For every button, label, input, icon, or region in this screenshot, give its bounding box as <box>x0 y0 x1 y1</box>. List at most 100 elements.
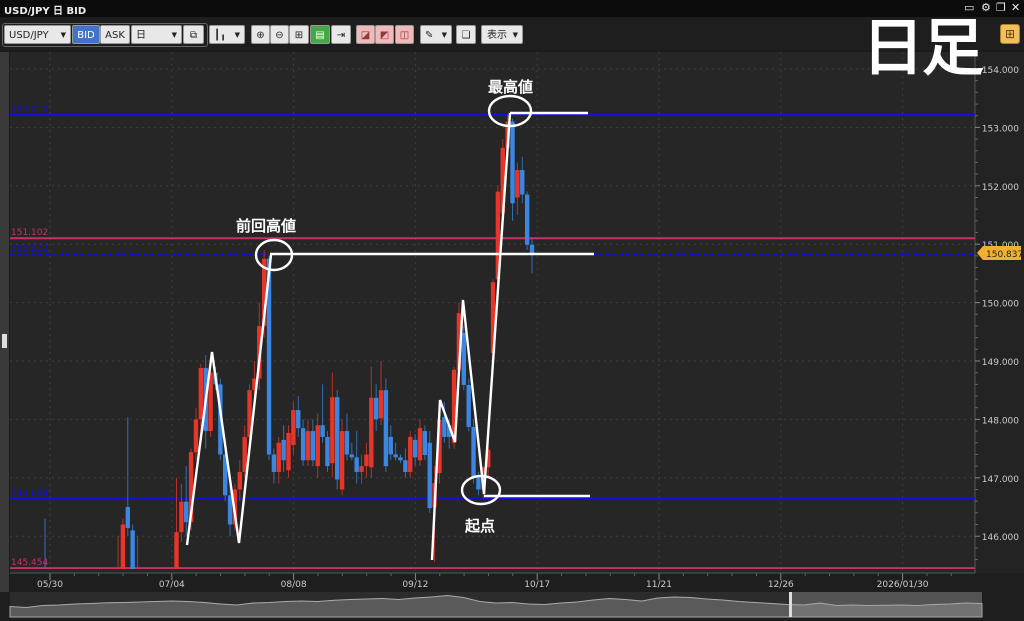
candle-body <box>466 384 471 427</box>
candle <box>359 454 364 484</box>
layers-button[interactable]: ❏ <box>456 25 476 44</box>
add-order-button[interactable]: ◪ <box>356 25 375 44</box>
candle <box>310 419 316 467</box>
candle <box>271 448 277 484</box>
candle-body <box>471 426 476 478</box>
candle-body <box>179 501 184 533</box>
candle-body <box>490 282 496 353</box>
candle-body <box>451 369 457 443</box>
candle-body <box>369 397 374 468</box>
candle-body <box>276 442 281 472</box>
candle-body <box>515 170 520 198</box>
candle-body <box>242 436 247 472</box>
candle <box>184 466 189 537</box>
zigzag-line-2 <box>430 112 512 561</box>
candle-body <box>393 454 398 458</box>
horizontal-lines[interactable] <box>10 114 975 569</box>
candle <box>466 378 471 432</box>
edit-order-button[interactable]: ◩ <box>375 25 394 44</box>
chart-type-button[interactable]: ┃╻ ▼ <box>209 25 245 44</box>
candle <box>276 436 281 484</box>
navigator-handle[interactable] <box>789 592 792 617</box>
candle-body <box>184 501 189 523</box>
candle-body <box>364 454 369 467</box>
candle-body <box>359 466 364 472</box>
title-bar: USD/JPY 日 BID ▭ ⚙ ❐ ✕ <box>0 0 1024 17</box>
jump-latest-button[interactable]: ⇥ <box>331 25 351 44</box>
scroll-icon: ▤ <box>315 30 325 41</box>
left-scrollbar[interactable] <box>0 52 9 592</box>
candle-body <box>437 419 442 474</box>
current-price-tag: 150.837 <box>977 246 1023 260</box>
candle-body <box>339 431 345 490</box>
candle-body <box>130 530 135 569</box>
ask-button[interactable]: ASK <box>100 25 130 44</box>
candle-body <box>320 425 325 437</box>
candle <box>130 524 135 569</box>
symbol-select[interactable]: USD/JPY ▼ <box>4 25 71 44</box>
close-icon[interactable]: ✕ <box>1011 1 1021 14</box>
window-title: USD/JPY 日 BID <box>4 6 87 17</box>
candle-body <box>227 495 233 525</box>
gear-icon[interactable]: ⚙ <box>981 1 991 14</box>
line-labels: 153.212 151.102 150.832 146.649 145.454 <box>11 105 48 568</box>
candle <box>330 372 335 478</box>
x-tick-label: 07/04 <box>159 580 185 590</box>
crosshair-icon: ⊞ <box>1004 27 1016 41</box>
candle <box>393 442 398 461</box>
candle <box>344 413 350 461</box>
candle-body <box>447 425 452 437</box>
draw-tool-button[interactable]: ✎ ▼ <box>420 25 452 44</box>
y-tick-label: 147.000 <box>982 475 1019 485</box>
link-chart-button[interactable]: ⧉ <box>183 25 204 44</box>
order-edit-icon: ◩ <box>379 30 390 41</box>
chevron-down-icon: ▼ <box>171 31 177 39</box>
candle-body <box>408 436 413 472</box>
candle <box>320 384 325 443</box>
settle-order-button[interactable]: ◫ <box>395 25 414 44</box>
candle-body <box>417 428 423 461</box>
display-menu-button[interactable]: 表示 ▼ <box>481 25 523 44</box>
navigator-area <box>9 594 983 618</box>
candle-body <box>495 191 501 280</box>
candle <box>125 417 130 537</box>
candle <box>174 477 179 569</box>
zoom-in-button[interactable]: ⊕ <box>251 25 270 44</box>
layers-icon: ❏ <box>461 30 471 41</box>
candle-body <box>300 428 306 461</box>
prev-high-circle <box>254 238 294 272</box>
candle-body <box>422 431 428 456</box>
y-tick-label: 153.000 <box>982 124 1019 134</box>
minimize-icon[interactable]: ▭ <box>964 1 975 14</box>
y-tick-label: 146.000 <box>982 533 1019 543</box>
candle <box>510 118 515 221</box>
navigator-window[interactable] <box>790 592 982 617</box>
jump-icon: ⇥ <box>336 30 346 41</box>
zoom-out-button[interactable]: ⊖ <box>270 25 289 44</box>
candle-body <box>412 439 418 458</box>
candle-body <box>237 471 242 490</box>
crosshair-toggle-button[interactable]: ⊞ <box>1000 24 1020 44</box>
candle <box>325 431 330 472</box>
fit-button[interactable]: ⊞ <box>289 25 309 44</box>
candle-body <box>252 378 257 391</box>
candle <box>179 483 184 543</box>
scroll-handle[interactable] <box>2 334 7 348</box>
auto-scroll-button[interactable]: ▤ <box>310 25 330 44</box>
highest-circle <box>487 94 533 128</box>
chevron-down-icon: ▼ <box>234 31 240 39</box>
restore-icon[interactable]: ❐ <box>996 1 1006 14</box>
candle-body <box>427 442 432 509</box>
chevron-down-icon: ▼ <box>512 31 518 39</box>
navigator[interactable] <box>9 592 983 618</box>
candle <box>266 255 272 461</box>
y-axis-area <box>975 52 1024 573</box>
bid-button[interactable]: BID <box>72 25 100 44</box>
candle <box>529 238 535 274</box>
candle-body <box>125 507 130 529</box>
candle <box>335 390 340 490</box>
candle-body <box>296 410 301 429</box>
candle-body <box>456 313 462 370</box>
timeframe-select[interactable]: 日 ▼ <box>131 25 182 44</box>
